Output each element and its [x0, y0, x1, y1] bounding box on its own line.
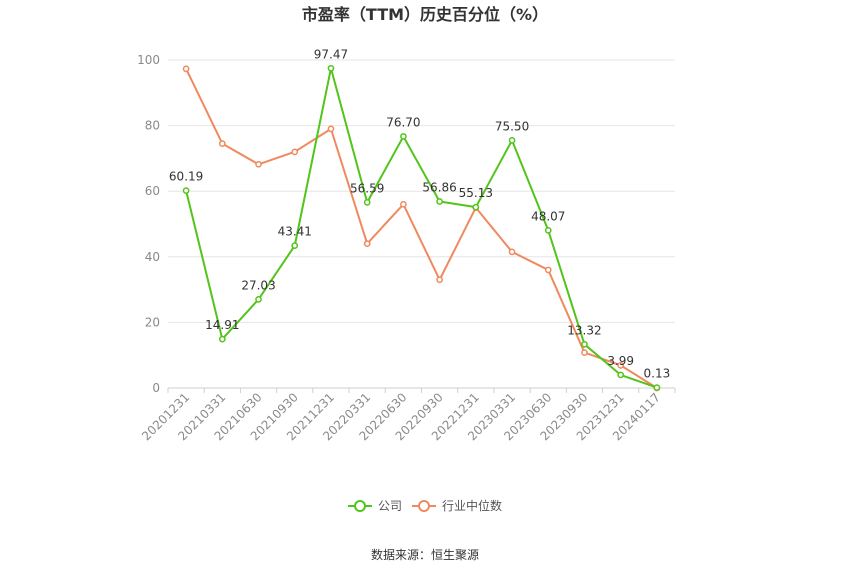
company-data-point [218, 335, 226, 343]
industry-median-data-point [400, 200, 407, 208]
industry-median-data-point [255, 160, 262, 168]
company-data-label: 56.59 [350, 181, 384, 195]
company-data-label: 43.41 [278, 225, 312, 239]
y-axis: 0 20 40 60 80 100 [137, 53, 160, 395]
company-data-label: 48.07 [531, 209, 565, 223]
company-data-label: 0.13 [644, 367, 671, 381]
y-tick-label: 80 [145, 119, 160, 133]
company-data-label: 97.47 [314, 47, 348, 61]
company-data-point [255, 295, 262, 303]
series-layer [182, 64, 661, 392]
legend-circle-marker [418, 500, 430, 512]
chart-title: 市盈率（TTM）历史百分位（%） [302, 5, 548, 24]
company-data-label: 27.03 [241, 278, 275, 292]
legend[interactable]: 公司 行业中位数 [348, 498, 502, 513]
industry-median-data-point [291, 148, 299, 156]
company-data-point [581, 340, 588, 348]
data-labels: 60.19 14.91 27.03 43.41 97.47 56.59 76.70 56.86… [169, 47, 670, 380]
industry-median-data-point [544, 266, 552, 274]
data-source: 数据来源：恒生聚源 [371, 547, 479, 562]
company-data-label: 76.70 [386, 115, 420, 129]
industry-median-data-point [581, 349, 588, 356]
company-data-point [363, 199, 371, 206]
company-data-point [653, 384, 661, 391]
company-data-point [291, 242, 299, 249]
industry-median-data-point [363, 240, 371, 248]
grid-lines [168, 59, 675, 323]
industry-median-data-point [508, 248, 516, 256]
company-data-label: 60.19 [169, 170, 203, 184]
company-data-label: 3.99 [607, 354, 634, 368]
company-data-label: 13.32 [567, 323, 601, 337]
industry-median-data-point [617, 362, 625, 369]
company-data-point [508, 137, 516, 144]
y-tick-label: 40 [145, 250, 160, 264]
x-axis: 2020123120210331202106302021093020211231… [139, 387, 676, 443]
legend-item-company[interactable]: 公司 [348, 499, 402, 513]
y-tick-label: 20 [145, 315, 160, 329]
company-data-point [617, 371, 625, 379]
y-tick-label: 100 [137, 53, 160, 67]
company-data-point [472, 203, 480, 211]
company-data-point [436, 198, 443, 205]
industry-median-data-point [436, 276, 443, 284]
industry-median-data-point [218, 140, 226, 147]
legend-label: 行业中位数 [442, 498, 502, 513]
company-data-label: 14.91 [205, 318, 239, 332]
company-data-label: 56.86 [422, 180, 456, 194]
legend-item-industry-median[interactable]: 行业中位数 [412, 498, 502, 513]
company-data-point [182, 187, 190, 194]
y-tick-label: 60 [145, 184, 160, 198]
company-data-point [544, 226, 552, 234]
company-series-line [185, 67, 658, 389]
legend-label: 公司 [378, 499, 402, 513]
industry-median-series-line [185, 68, 658, 389]
industry-median-data-point [182, 65, 190, 73]
industry-median-data-point [327, 125, 335, 133]
legend-circle-marker [354, 500, 366, 512]
y-tick-label: 0 [152, 381, 160, 395]
company-data-point [400, 133, 407, 140]
company-data-point [327, 64, 335, 72]
company-data-label: 75.50 [495, 119, 529, 133]
company-data-label: 55.13 [459, 186, 493, 200]
